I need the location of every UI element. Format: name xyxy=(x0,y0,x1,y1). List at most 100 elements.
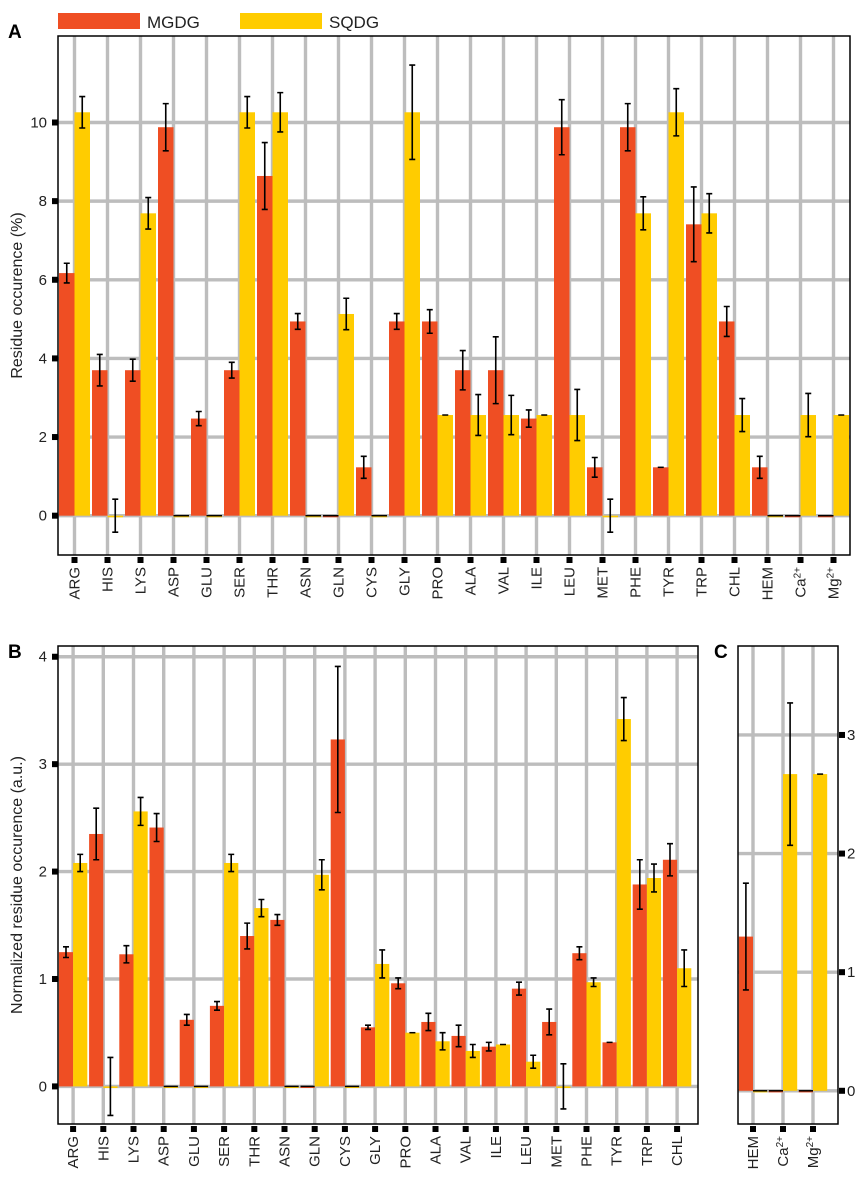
bar-b-mgdg-gln xyxy=(300,1086,315,1089)
xtick-label-a-ala: ALA xyxy=(463,567,480,595)
xtick-mark-b-ser xyxy=(221,1126,228,1132)
ytick-mark-c-1 xyxy=(839,969,845,976)
errorbar-a-mgdg-asp xyxy=(162,102,169,152)
errorbar-b-mgdg-gly xyxy=(365,1024,371,1031)
errorbar-b-mgdg-trp xyxy=(636,858,643,910)
bar-b-mgdg-pro xyxy=(391,983,406,1087)
errorbar-b-mgdg-ser xyxy=(214,1000,220,1011)
bar-b-sqdg-lys xyxy=(133,811,148,1087)
errorbar-b-sqdg-arg xyxy=(77,853,84,873)
ytick-label-c-0: 0 xyxy=(847,1083,855,1100)
xtick-mark-a-lys xyxy=(137,557,144,563)
bar-b-mgdg-lys xyxy=(119,954,134,1087)
errorbar-b-mgdg-ala xyxy=(425,1012,432,1032)
errorbar-a-sqdg-lys xyxy=(145,196,152,230)
bar-a-mgdg-hem xyxy=(752,467,768,516)
xtick-mark-a-gln xyxy=(335,557,342,563)
xtick-mark-a-ala xyxy=(467,557,474,563)
bar-a-mgdg-met xyxy=(587,467,603,516)
xtick-mark-b-gly xyxy=(372,1126,379,1132)
bar-b-mgdg-cys xyxy=(330,739,345,1087)
ytick-label-b-2: 2 xyxy=(39,864,47,881)
errorbar-a-mgdg-thr xyxy=(261,141,268,211)
bar-a-sqdg-tyr xyxy=(668,112,684,516)
bar-a-mgdg-asp xyxy=(158,127,174,516)
xtick-label-a-ile: ILE xyxy=(529,567,546,590)
xtick-mark-a-thr xyxy=(269,557,276,563)
errorbar-a-mgdg-val xyxy=(492,335,499,405)
bar-b-sqdg-chl xyxy=(677,968,692,1087)
bar-a-sqdg-asn xyxy=(305,515,321,518)
xtick-label-b-leu: LEU xyxy=(518,1136,535,1165)
bar-b-sqdg-pro xyxy=(405,1032,420,1087)
ytick-label-b-1: 1 xyxy=(39,971,47,988)
legend-label-mgdg: MGDG xyxy=(147,13,200,32)
xtick-mark-c-mg2plus xyxy=(810,1126,816,1132)
bar-b-sqdg-ile xyxy=(495,1044,511,1087)
errorbar-b-sqdg-chl xyxy=(681,949,688,988)
xtick-label-a-met: MET xyxy=(595,567,612,599)
bar-b-sqdg-tyr xyxy=(616,719,631,1087)
ytick-mark-c-3 xyxy=(839,731,845,738)
bar-b-mgdg-ala xyxy=(421,1021,436,1087)
xtick-mark-a-pro xyxy=(434,557,441,563)
errorbar-a-mgdg-trp xyxy=(690,186,697,263)
xtick-mark-a-tyr xyxy=(665,557,672,563)
bar-a-sqdg-ile xyxy=(536,415,552,516)
bar-a-mgdg-mg2plus xyxy=(818,515,834,518)
xtick-label-b-met: MET xyxy=(548,1136,565,1168)
legend: MGDG SQDG xyxy=(58,13,379,32)
xtick-label-b-cys: CYS xyxy=(337,1136,354,1167)
errorbar-b-mgdg-phe xyxy=(576,945,583,961)
xtick-label-c-mg2plus: Mg2+ xyxy=(805,1136,823,1168)
xtick-mark-c-hem xyxy=(750,1126,756,1132)
bar-a-sqdg-ca2plus xyxy=(800,415,816,516)
bar-a-mgdg-gly xyxy=(389,321,405,516)
ytick-mark-a-6 xyxy=(52,276,58,283)
chart-panel-c: 0 1 2 3 HEM Ca2+ Mg2+ xyxy=(737,645,855,1169)
errorbar-b-mgdg-val xyxy=(455,1024,462,1048)
plot-frame-b xyxy=(57,645,699,1125)
xtick-label-a-ser: SER xyxy=(232,567,249,598)
bar-a-mgdg-cys xyxy=(356,467,372,516)
bar-b-sqdg-glu xyxy=(193,1086,209,1089)
errorbar-b-mgdg-lys xyxy=(123,944,130,964)
ytick-mark-b-3 xyxy=(52,761,58,768)
errorbar-b-sqdg-val xyxy=(469,1043,476,1059)
chart-panel-b: 0 1 2 3 4 ARG HIS LYS ASP GLU SER THR ASN GLN CYS GLY PR… xyxy=(9,645,699,1169)
xtick-mark-b-chl xyxy=(674,1126,681,1132)
errorbar-b-mgdg-glu xyxy=(183,1013,190,1026)
bar-b-sqdg-phe xyxy=(586,982,601,1087)
bar-b-sqdg-gly xyxy=(375,963,390,1087)
panel-letter-a: A xyxy=(8,22,22,43)
bar-b-mgdg-asp xyxy=(149,827,164,1087)
ytick-label-c-3: 3 xyxy=(847,727,855,744)
xtick-label-a-thr: THR xyxy=(265,567,282,598)
errorbar-b-sqdg-leu xyxy=(530,1054,537,1069)
xtick-mark-a-ile xyxy=(533,557,540,563)
ytick-label-a-6: 6 xyxy=(39,272,47,289)
xtick-label-a-cys: CYS xyxy=(364,567,381,598)
xtick-label-a-asn: ASN xyxy=(298,567,315,598)
errorbar-a-sqdg-val xyxy=(508,394,515,436)
xtick-label-b-pro: PRO xyxy=(397,1136,414,1169)
bar-a-sqdg-ala xyxy=(470,415,486,516)
xtick-label-b-asp: ASP xyxy=(156,1136,173,1166)
errorbar-b-mgdg-leu xyxy=(516,981,522,996)
xtick-label-b-his: HIS xyxy=(95,1136,112,1161)
xtick-mark-a-cys xyxy=(368,557,375,563)
errorbar-a-sqdg-ca2plus xyxy=(805,392,812,438)
bar-b-sqdg-arg xyxy=(73,862,88,1087)
errorbar-a-mgdg-lys xyxy=(129,358,136,383)
bar-a-sqdg-leu xyxy=(569,415,585,516)
errorbar-a-sqdg-thr xyxy=(277,91,284,133)
bar-a-sqdg-cys xyxy=(371,515,387,518)
xtick-label-a-tyr: TYR xyxy=(661,567,678,597)
ytick-mark-c-0 xyxy=(839,1087,845,1094)
xtick-mark-a-gly xyxy=(401,557,408,563)
bar-a-sqdg-glu xyxy=(206,515,222,518)
bar-c-sqdg-mg2plus xyxy=(813,774,828,1091)
bar-b-mgdg-ile xyxy=(481,1046,496,1087)
xtick-label-c-hem: HEM xyxy=(745,1136,762,1169)
